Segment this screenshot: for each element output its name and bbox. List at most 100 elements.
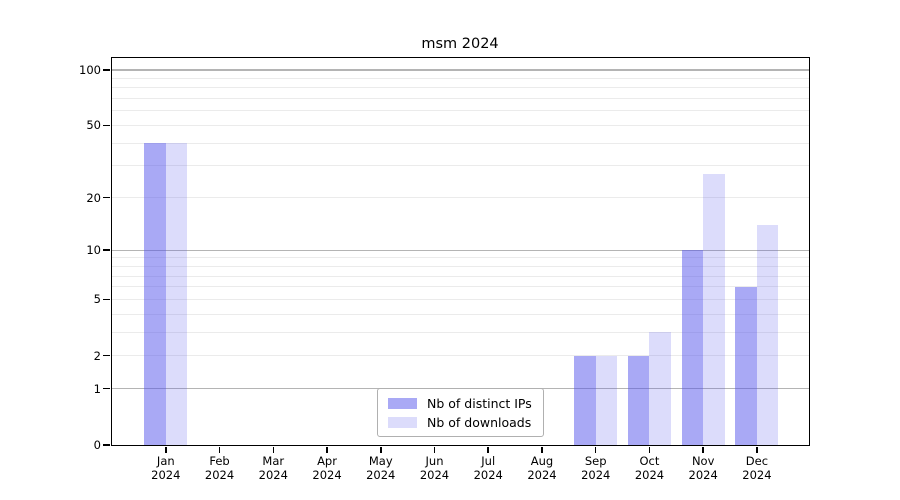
x-tick — [756, 446, 758, 453]
y-tick-label: 5 — [93, 292, 101, 307]
x-tick-label-month: Feb — [209, 454, 230, 468]
y-tick — [103, 444, 110, 446]
y-tick — [103, 196, 110, 199]
x-tick-label: Jun 2024 — [405, 454, 465, 482]
bar-downloads — [756, 224, 779, 445]
y-tick — [103, 124, 110, 127]
x-tick-label-year: 2024 — [258, 468, 288, 482]
y-tick — [103, 387, 110, 390]
gridline-major — [111, 249, 809, 251]
x-tick-label: Oct 2024 — [619, 454, 679, 482]
bar-distinct-ips — [574, 355, 596, 445]
x-tick-label-year: 2024 — [742, 468, 772, 482]
gridline-minor — [111, 165, 809, 167]
bar-downloads — [165, 143, 188, 445]
x-tick — [594, 446, 597, 453]
bar-distinct-ips — [735, 286, 757, 445]
chart-title: msm 2024 — [421, 36, 499, 52]
x-tick — [648, 446, 651, 453]
gridline-major — [111, 69, 809, 71]
x-tick-label-year: 2024 — [419, 468, 450, 482]
x-tick-label-month: Sep — [584, 454, 607, 468]
x-tick-label-month: Apr — [317, 454, 337, 468]
gridline-minor — [111, 265, 809, 267]
gridline-minor — [111, 355, 809, 357]
x-tick-label: Aug 2024 — [512, 454, 572, 482]
y-tick — [103, 354, 110, 357]
x-tick-label: Jan 2024 — [136, 454, 196, 482]
x-tick-label-month: Jan — [156, 454, 175, 468]
x-tick-label: Mar 2024 — [243, 454, 303, 482]
y-tick-label: 10 — [86, 243, 101, 258]
x-tick-label-month: Dec — [745, 454, 769, 468]
gridline-minor — [111, 197, 809, 199]
x-tick-label-month: Nov — [691, 454, 715, 468]
y-tick-label: 1 — [93, 381, 101, 396]
gridline-minor — [111, 110, 809, 112]
y-tick — [103, 69, 110, 71]
x-tick-label-month: Jun — [425, 454, 444, 468]
x-tick-label-month: May — [368, 454, 393, 468]
x-tick-label: Nov 2024 — [673, 454, 733, 482]
x-tick-label-year: 2024 — [473, 468, 503, 482]
gridline-minor — [111, 77, 809, 79]
y-tick-label: 0 — [93, 438, 101, 452]
x-tick-label: Feb 2024 — [190, 454, 250, 482]
y-tick — [103, 249, 110, 251]
legend-label-distinct-ips: Nb of distinct IPs — [427, 395, 532, 411]
y-tick-label: 50 — [86, 118, 101, 133]
gridline-minor — [111, 331, 809, 333]
x-tick-label-year: 2024 — [688, 468, 718, 482]
x-tick-label-month: Mar — [262, 454, 285, 468]
legend-swatch-downloads — [388, 416, 417, 428]
gridline-minor — [111, 87, 809, 89]
x-tick-label-year: 2024 — [634, 468, 665, 482]
y-tick-label: 2 — [93, 348, 101, 363]
x-tick-label-month: Aug — [530, 454, 554, 468]
gridline-minor — [111, 313, 809, 315]
x-tick-label: Sep 2024 — [566, 454, 626, 482]
x-tick — [272, 446, 275, 453]
gridline-minor — [111, 298, 809, 300]
bar-downloads — [649, 332, 671, 445]
legend-item-downloads: Nb of downloads — [388, 415, 543, 430]
x-tick-label-month: Jul — [481, 454, 496, 468]
x-tick — [541, 446, 543, 453]
legend: Nb of distinct IPs Nb of downloads — [377, 388, 544, 437]
x-tick — [165, 446, 167, 453]
gridline-minor — [111, 142, 809, 144]
bar-distinct-ips — [681, 250, 704, 445]
x-tick-label-year: 2024 — [527, 468, 557, 482]
x-tick — [218, 446, 221, 453]
x-tick-label: Apr 2024 — [297, 454, 357, 482]
y-tick-label: 20 — [86, 190, 101, 205]
x-tick-label-year: 2024 — [151, 468, 181, 482]
x-tick — [433, 446, 436, 453]
x-tick — [702, 446, 704, 453]
x-tick — [487, 446, 489, 453]
x-tick-label-year: 2024 — [366, 468, 396, 482]
gridline-minor — [111, 286, 809, 288]
gridline-minor — [111, 124, 809, 126]
y-tick — [103, 298, 110, 301]
y-tick-label: 100 — [79, 62, 101, 77]
x-tick-label: Jul 2024 — [458, 454, 518, 482]
gridline-minor — [111, 98, 809, 100]
plot-border — [110, 57, 810, 446]
legend-item-distinct-ips: Nb of distinct IPs — [388, 396, 543, 411]
x-tick-label-year: 2024 — [312, 468, 342, 482]
x-tick-label-month: Oct — [639, 454, 660, 468]
x-tick-label: Dec 2024 — [727, 454, 787, 482]
bar-distinct-ips — [627, 355, 650, 445]
bar-distinct-ips — [144, 143, 166, 445]
legend-swatch-distinct-ips — [388, 397, 417, 409]
x-tick-label: May 2024 — [351, 454, 411, 482]
bar-downloads — [595, 355, 618, 445]
bar-downloads — [703, 174, 725, 445]
gridline-minor — [111, 275, 809, 277]
x-tick — [380, 446, 382, 453]
legend-label-downloads: Nb of downloads — [427, 414, 532, 430]
x-tick-label-year: 2024 — [204, 468, 235, 482]
x-tick-label-year: 2024 — [581, 468, 611, 482]
